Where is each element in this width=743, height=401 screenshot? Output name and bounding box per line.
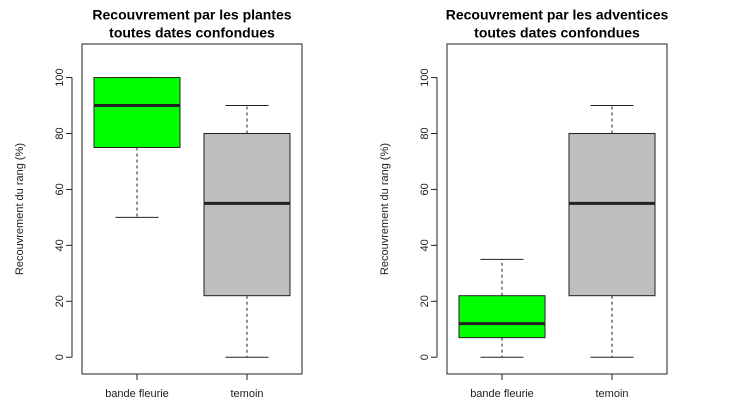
y-tick-label: 100 xyxy=(419,68,431,86)
x-tick-label: bande fleurie xyxy=(105,388,169,400)
box xyxy=(203,132,291,297)
y-tick-label: 0 xyxy=(54,354,66,360)
y-tick-label: 20 xyxy=(54,295,66,307)
y-tick-label: 60 xyxy=(419,183,431,195)
y-tick-label: 40 xyxy=(419,239,431,251)
y-tick-label: 20 xyxy=(419,295,431,307)
box xyxy=(568,132,656,297)
box xyxy=(458,295,546,339)
y-axis-label: Recouvrement du rang (%) xyxy=(14,143,26,275)
x-tick-label: bande fleurie xyxy=(470,388,534,400)
y-tick-label: 60 xyxy=(54,183,66,195)
x-tick-label: temoin xyxy=(595,388,628,400)
y-tick-label: 80 xyxy=(54,127,66,139)
y-tick-label: 40 xyxy=(54,239,66,251)
chart-title: Recouvrement par les adventices xyxy=(446,7,669,23)
y-tick-label: 0 xyxy=(419,354,431,360)
chart-title: Recouvrement par les plantes xyxy=(92,7,291,23)
y-tick-label: 100 xyxy=(54,68,66,86)
plot-frame xyxy=(81,43,303,375)
plot-frame xyxy=(446,43,668,375)
y-tick-label: 80 xyxy=(419,127,431,139)
x-tick-label: temoin xyxy=(230,388,263,400)
chart-title: toutes dates confondues xyxy=(109,25,275,41)
y-axis-label: Recouvrement du rang (%) xyxy=(379,143,391,275)
box xyxy=(93,77,181,148)
chart-title: toutes dates confondues xyxy=(474,25,640,41)
